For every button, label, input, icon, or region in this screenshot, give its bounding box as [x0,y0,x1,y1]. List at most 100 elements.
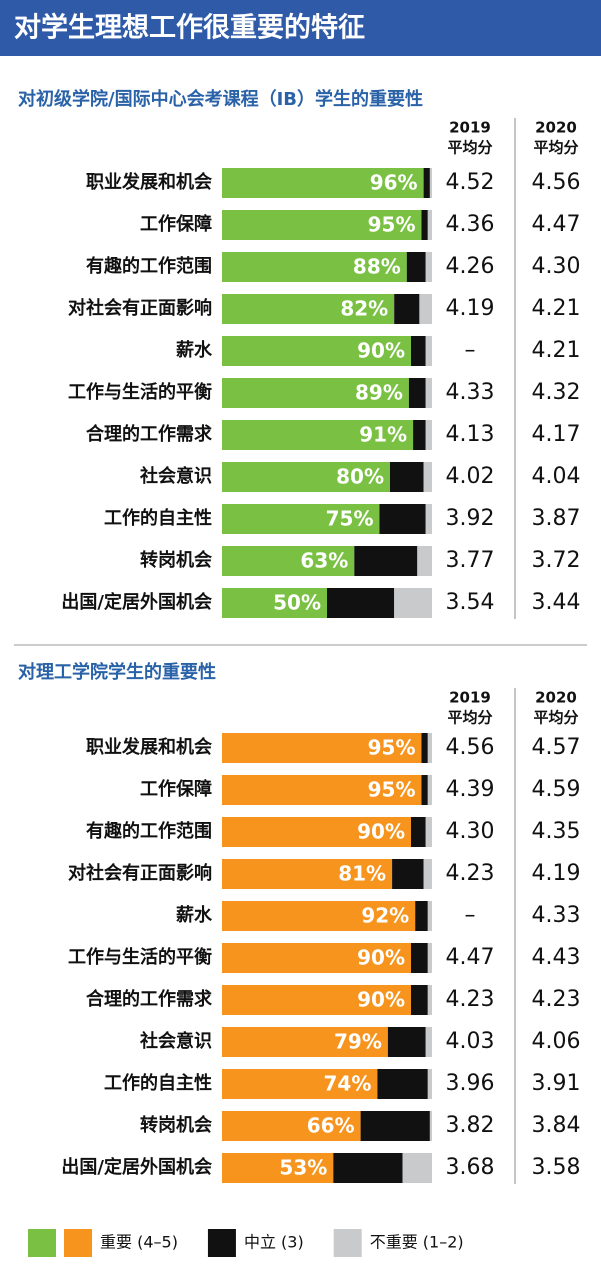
category-label: 工作的自主性 [104,507,212,529]
value-label: 75% [326,507,374,531]
category-label: 薪水 [176,339,213,361]
bar-segment [423,168,430,198]
value-label: 95% [368,736,416,760]
category-label: 社会意识 [140,1030,212,1052]
bar-segment [222,775,422,805]
value-label: 96% [370,171,418,195]
score: 4.23 [532,987,581,1012]
value-label: 90% [357,820,405,844]
score: 4.23 [446,861,495,886]
score: 3.91 [532,1071,581,1096]
legend-label: 重要 (4–5) [100,1233,178,1252]
bar-segment [354,546,418,576]
category-label: 工作保障 [140,213,212,235]
bar-segment [421,775,428,805]
bar-segment [427,985,432,1015]
bar-segment [427,943,432,973]
chart-subtitle: 对初级学院/国际中心会考课程（IB）学生的重要性 [18,88,423,110]
bar-segment [222,420,414,450]
value-label: 88% [353,255,401,279]
score: 4.13 [446,422,495,447]
column-header: 平均分 [447,709,492,727]
legend-label: 中立 (3) [244,1233,304,1252]
score: 4.32 [532,380,581,405]
category-label: 工作与生活的平衡 [68,946,212,968]
bar-segment [222,733,422,763]
score: 3.72 [532,548,581,573]
score: 4.33 [532,903,581,928]
bar-segment [327,588,395,618]
bar-segment [222,210,422,240]
value-label: 53% [279,1156,327,1180]
score: 4.30 [532,254,581,279]
category-label: 对社会有正面影响 [68,862,212,884]
score: 3.92 [446,506,495,531]
value-label: 89% [355,381,403,405]
category-label: 出国/定居外国机会 [61,591,212,613]
category-label: 出国/定居外国机会 [61,1156,212,1178]
score: 4.47 [532,212,581,237]
bar-segment [222,1153,334,1183]
category-label: 工作的自主性 [104,1072,212,1094]
legend-label: 不重要 (1–2) [370,1233,464,1252]
score: 4.47 [446,945,495,970]
bar-segment [394,294,420,324]
bar-segment [392,859,424,889]
bar-segment [427,733,432,763]
value-label: 74% [324,1072,372,1096]
value-label: 81% [338,862,386,886]
score: 4.56 [532,170,581,195]
score: 4.06 [532,1029,581,1054]
score: 4.21 [532,296,581,321]
bar-segment [222,546,355,576]
bar-segment [222,1069,378,1099]
bar-segment [377,1069,428,1099]
column-header: 平均分 [447,139,492,157]
score: 4.39 [446,777,495,802]
title-bar [0,0,601,56]
column-header: 2019 [449,689,491,707]
category-label: 薪水 [176,904,213,926]
score: 4.36 [446,212,495,237]
bar-segment [411,336,426,366]
bar-segment [222,294,395,324]
score: 4.23 [446,987,495,1012]
score: 4.35 [532,819,581,844]
bar-segment [427,1069,432,1099]
category-label: 职业发展和机会 [86,736,212,758]
bar-segment [222,462,390,492]
bar-segment [429,168,432,198]
legend-swatch [64,1229,92,1257]
value-label: 90% [357,946,405,970]
score: – [465,338,476,363]
bar-segment [427,210,432,240]
category-label: 社会意识 [140,465,212,487]
value-label: 92% [361,904,409,928]
score: 4.30 [446,819,495,844]
bar-segment [411,985,428,1015]
category-label: 合理的工作需求 [86,988,213,1010]
category-label: 有趣的工作范围 [86,255,212,277]
page-title: 对学生理想工作很重要的特征 [14,12,365,44]
category-label: 有趣的工作范围 [86,820,212,842]
bar-segment [425,817,432,847]
column-header: 2020 [535,119,577,137]
bar-segment [222,985,411,1015]
bar-segment [406,252,426,282]
bar-segment [222,504,380,534]
bar-segment [429,1111,432,1141]
column-header: 平均分 [533,709,578,727]
value-label: 66% [307,1114,355,1138]
score: 3.82 [446,1113,495,1138]
score: 3.77 [446,548,495,573]
bar-segment [413,420,426,450]
category-label: 对社会有正面影响 [68,297,212,319]
score: 3.87 [532,506,581,531]
category-label: 工作与生活的平衡 [68,381,212,403]
bar-segment [222,859,393,889]
score: 3.44 [532,590,581,615]
value-label: 50% [273,591,321,615]
bar-segment [421,210,428,240]
bar-segment [390,462,424,492]
